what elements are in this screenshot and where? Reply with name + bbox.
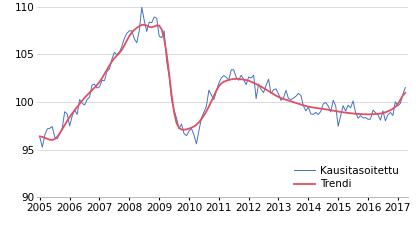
Kausitasoitettu <box>224 76 229 79</box>
Trendi <box>109 60 114 63</box>
Kausitasoitettu <box>139 6 144 9</box>
Line: Trendi: Trendi <box>40 25 405 140</box>
Kausitasoitettu <box>40 146 45 148</box>
Trendi <box>216 85 221 88</box>
Trendi <box>37 135 42 138</box>
Kausitasoitettu <box>64 113 69 115</box>
Kausitasoitettu <box>37 136 42 138</box>
Kausitasoitettu <box>403 86 408 89</box>
Trendi <box>224 79 229 82</box>
Kausitasoitettu <box>301 104 306 107</box>
Trendi <box>266 90 271 92</box>
Kausitasoitettu <box>216 82 221 84</box>
Trendi <box>142 23 147 26</box>
Line: Kausitasoitettu: Kausitasoitettu <box>40 7 405 147</box>
Trendi <box>64 120 69 122</box>
Trendi <box>403 91 408 94</box>
Legend: Kausitasoitettu, Trendi: Kausitasoitettu, Trendi <box>291 163 402 192</box>
Kausitasoitettu <box>109 58 114 61</box>
Trendi <box>50 139 55 141</box>
Kausitasoitettu <box>266 78 271 81</box>
Trendi <box>301 104 306 107</box>
